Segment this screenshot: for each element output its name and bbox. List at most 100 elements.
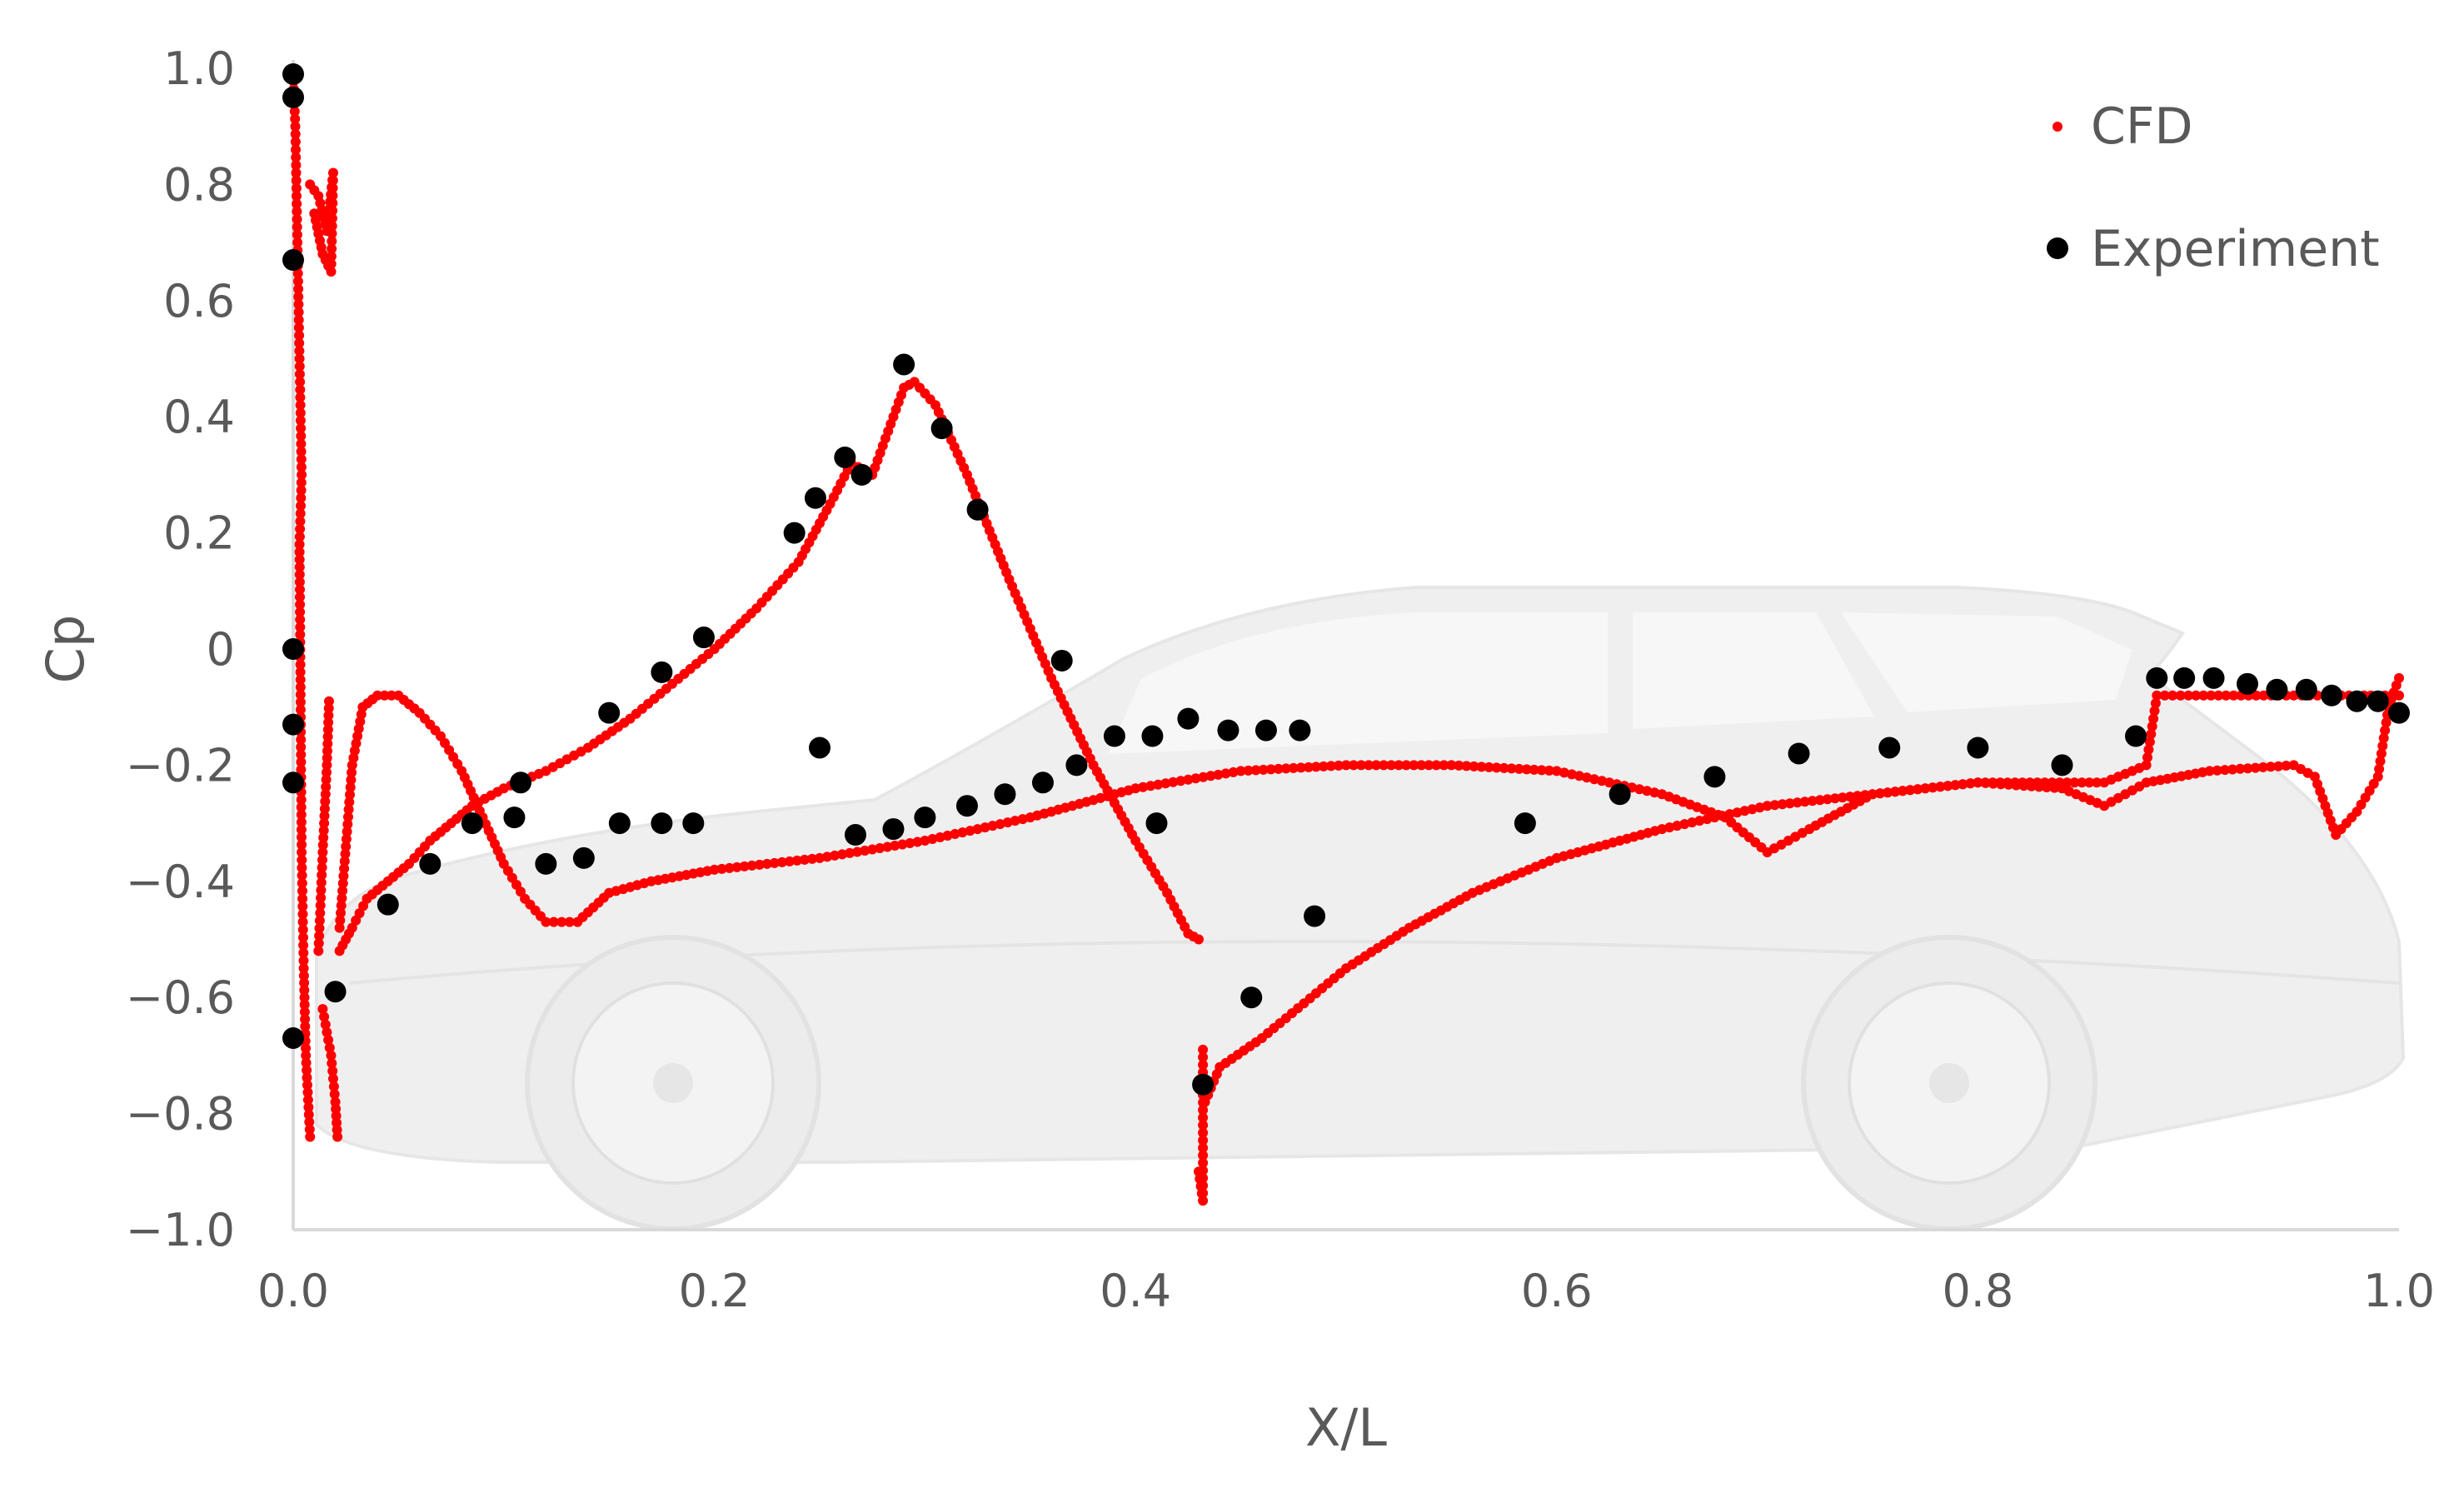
cfd-point	[315, 900, 326, 911]
cfd-point	[294, 554, 305, 565]
cfd-point	[323, 710, 334, 721]
cfd-point	[339, 856, 350, 866]
cfd-point	[875, 843, 885, 853]
cfd-point	[294, 369, 305, 380]
cfd-point	[313, 946, 324, 956]
cfd-point	[1198, 1188, 1209, 1199]
cfd-point	[746, 860, 757, 871]
cfd-point	[2159, 690, 2170, 701]
cfd-point	[1454, 760, 1464, 771]
cfd-point	[294, 330, 305, 341]
cfd-point	[294, 361, 305, 372]
cfd-point	[298, 947, 309, 958]
cfd-point	[322, 1027, 332, 1037]
cfd-point	[295, 415, 306, 426]
cfd-point	[1687, 817, 1698, 828]
cfd-point	[1634, 784, 1645, 795]
cfd-point	[1334, 760, 1344, 771]
cfd-point	[957, 827, 968, 838]
cfd-point	[317, 840, 328, 851]
cfd-point	[337, 878, 348, 889]
cfd-point	[295, 614, 306, 625]
cfd-point	[337, 893, 347, 904]
cfd-point	[2204, 766, 2215, 776]
cfd-point	[1844, 791, 1855, 802]
cfd-point	[1762, 801, 1773, 811]
experiment-point	[1289, 719, 1311, 742]
cfd-point	[1499, 762, 1509, 773]
cfd-point	[927, 834, 938, 844]
cfd-point	[2167, 690, 2178, 701]
cfd-point	[296, 756, 307, 767]
cfd-point	[815, 852, 825, 863]
cfd-point	[320, 789, 331, 800]
cfd-point	[1295, 762, 1306, 773]
cfd-point	[344, 796, 355, 807]
cfd-point	[1792, 797, 1803, 808]
experiment-point	[282, 713, 304, 736]
experiment-point	[1145, 812, 1168, 835]
cfd-point	[296, 794, 307, 805]
experiment-point	[1254, 719, 1277, 742]
cfd-point	[297, 855, 307, 866]
cfd-point	[337, 886, 348, 896]
cfd-point	[822, 851, 832, 862]
cfd-point	[297, 893, 308, 904]
experiment-point	[1103, 725, 1125, 747]
cfd-point	[2003, 777, 2013, 788]
cfd-point	[1198, 1142, 1209, 1153]
cfd-point	[2147, 721, 2157, 732]
cfd-point	[297, 839, 307, 850]
legend: CFD Experiment	[2047, 97, 2380, 278]
cfd-point	[317, 1004, 328, 1015]
cfd-point	[299, 992, 310, 1003]
cfd-point	[1153, 779, 1164, 790]
cfd-point	[867, 844, 878, 855]
cfd-point	[292, 229, 302, 240]
cfd-point	[297, 847, 307, 857]
cfd-point	[942, 831, 953, 841]
cfd-point	[1198, 1157, 1209, 1168]
experiment-point	[966, 498, 989, 521]
experiment-point	[282, 771, 304, 794]
cfd-point	[297, 909, 308, 920]
experiment-point	[1703, 766, 1726, 788]
cfd-point	[297, 870, 307, 881]
cfd-point	[295, 392, 306, 402]
cfd-point	[2092, 777, 2102, 788]
y-tick-label: 0.8	[163, 158, 235, 211]
x-tick-label: 0.2	[679, 1265, 751, 1317]
cfd-point	[1875, 788, 1885, 799]
cfd-point	[290, 129, 301, 139]
experiment-point	[2202, 667, 2225, 689]
cfd-point	[1709, 812, 1720, 823]
cfd-point	[1935, 781, 1946, 792]
cfd-point	[289, 106, 300, 117]
cfd-point	[2266, 761, 2276, 772]
cfd-point	[2376, 748, 2387, 759]
experiment-point	[1217, 719, 1239, 742]
cfd-point	[1183, 774, 1194, 785]
cfd-point	[343, 811, 353, 822]
cfd-point	[296, 438, 307, 449]
cfd-point	[292, 276, 303, 287]
cfd-point	[920, 836, 930, 846]
cfd-point	[296, 801, 307, 812]
experiment-point	[651, 661, 673, 683]
cfd-point	[291, 160, 302, 171]
cfd-point	[1642, 786, 1653, 796]
cfd-point	[296, 749, 307, 760]
cfd-point	[295, 682, 306, 692]
cfd-point	[1664, 822, 1675, 833]
cfd-point	[1265, 764, 1276, 775]
cfd-point	[1446, 760, 1457, 771]
cfd-point	[1364, 760, 1374, 771]
cfd-point	[852, 846, 863, 857]
cfd-point	[296, 734, 307, 745]
experiment-point	[1788, 742, 1810, 765]
cfd-point	[318, 832, 329, 843]
experiment-point	[2367, 690, 2389, 712]
cfd-point	[882, 841, 893, 852]
experiment-point	[1878, 737, 1901, 759]
cfd-point	[326, 1050, 337, 1061]
